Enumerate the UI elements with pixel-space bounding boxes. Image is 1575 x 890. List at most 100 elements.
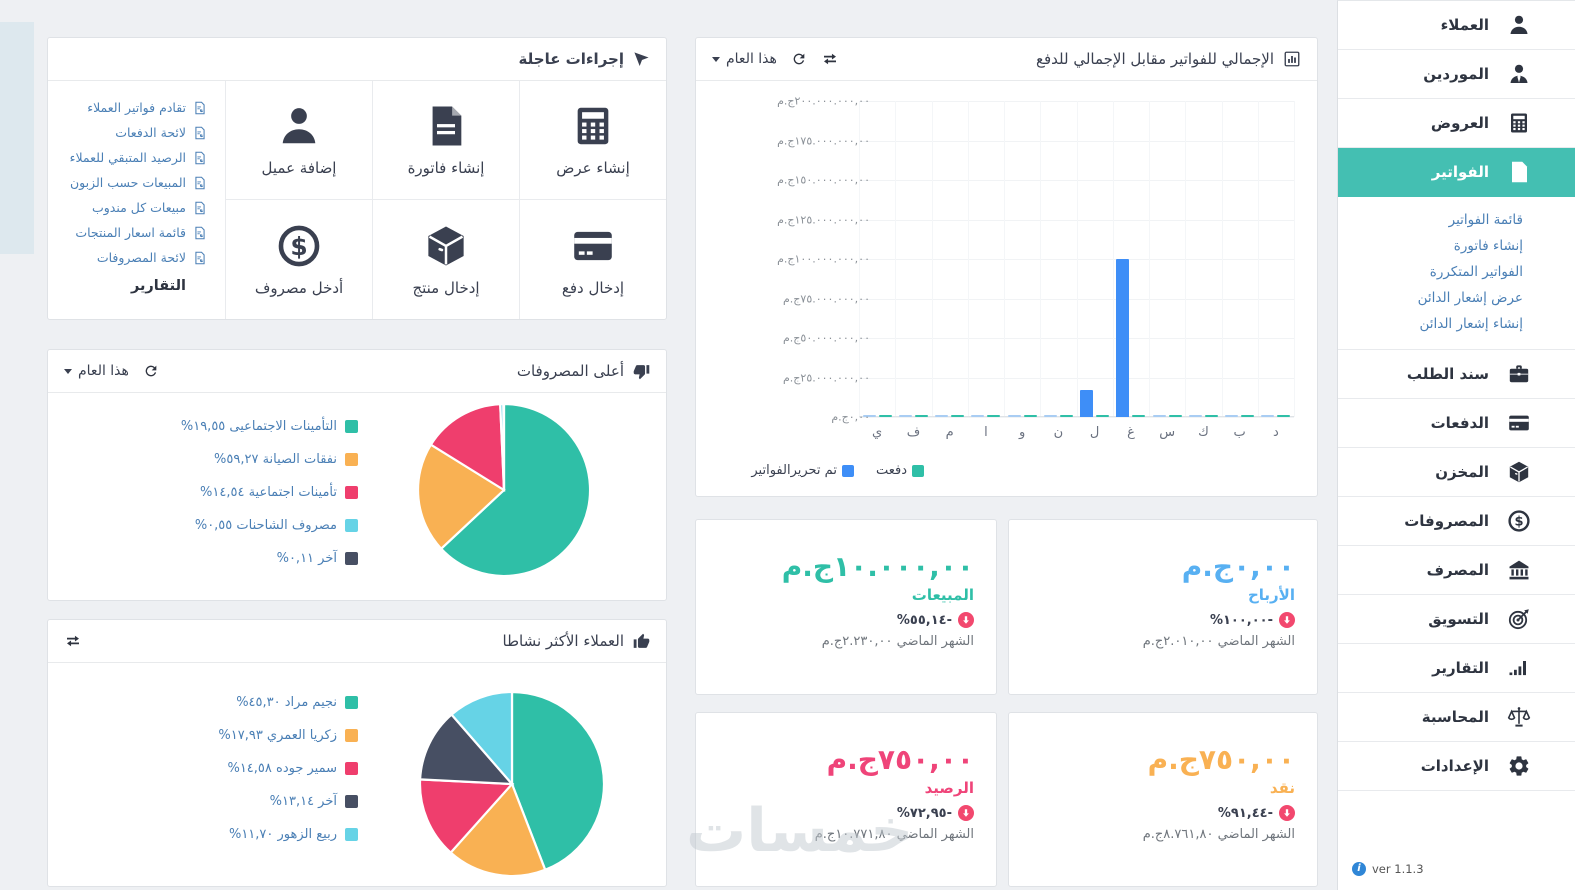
y-axis-label: ١٥٠.٠٠٠.٠٠٠,٠٠ج.م (777, 173, 870, 187)
target-icon (1507, 607, 1531, 631)
legend-label: تم تحريرالفواتير (751, 463, 837, 478)
svg-text:$: $ (290, 231, 307, 260)
cash-value: ٧٥٠,٠٠ج.م (1147, 743, 1295, 776)
bar-paid-zero (1168, 415, 1182, 417)
report-link[interactable]: لائحة الدفعات (56, 120, 207, 145)
sidebar-item-0[interactable]: العملاء (1338, 1, 1575, 50)
sidebar-item-label: الدفعات (1430, 414, 1489, 432)
expenses-header: أعلى المصروفات هذا العام (48, 350, 666, 393)
sidebar-item-label: المخزن (1435, 463, 1489, 481)
legend-swatch (345, 552, 358, 565)
sidebar-item-3[interactable]: الفواتير (1338, 148, 1575, 197)
customers-legend: نجيم مراد ٤٥,٣٠% زكريا العمري ١٧,٩٣% سمير … (66, 686, 358, 851)
refresh-icon[interactable] (143, 363, 159, 379)
bar-paid-zero (1023, 415, 1037, 417)
sidebar-item-5[interactable]: الدفعات (1338, 399, 1575, 448)
report-link[interactable]: قائمة اسعار المنتجات (56, 220, 207, 245)
customers-header: العملاء الأكثر نشاطا (48, 620, 666, 663)
sidebar-item-11[interactable]: المحاسبة (1338, 693, 1575, 742)
report-link[interactable]: الرصيد المتبقي للعملاء (56, 145, 207, 170)
sidebar-item-8[interactable]: المصرف (1338, 546, 1575, 595)
report-link[interactable]: لائحة المصروفات (56, 245, 207, 270)
person-tie-icon (1507, 62, 1531, 86)
invoice-chart-card: الإجمالي للفواتير مقابل الإجمالي للدفع ه… (695, 37, 1318, 497)
sidebar-item-label: العروض (1430, 114, 1489, 132)
sidebar-item-label: الفواتير (1431, 163, 1489, 181)
sales-stat-card: ١٠.٠٠٠,٠٠ج.م المبيعات -٥٥,١٤% الشهر الما… (695, 519, 997, 695)
submenu-link[interactable]: عرض إشعار الدائن (1417, 290, 1523, 306)
dollar-circle-icon: $ (1507, 509, 1531, 533)
quick-action-button[interactable]: $ أدخل مصروف (225, 200, 372, 319)
legend-swatch (345, 453, 358, 466)
sidebar-item-9[interactable]: التسويق (1338, 595, 1575, 644)
swap-icon[interactable] (821, 50, 839, 68)
pie-slice (450, 690, 514, 787)
quick-action-label: أدخل مصروف (254, 278, 344, 297)
invoice-chart-header: الإجمالي للفواتير مقابل الإجمالي للدفع ه… (696, 38, 1317, 81)
legend-item: مصروف الشاحنات ٠,٥٥% (66, 509, 358, 542)
swap-icon[interactable] (64, 632, 82, 650)
y-axis-label: ٧٥.٠٠٠.٠٠٠,٠٠ج.م (783, 292, 870, 305)
submenu-link[interactable]: إنشاء إشعار الدائن (1419, 316, 1523, 332)
quick-action-button[interactable]: إضافة عميل (225, 81, 372, 200)
bar-chart-plot (859, 101, 1295, 418)
legend-swatch (345, 486, 358, 499)
bar-issued-zero (1043, 415, 1057, 417)
legend-item: تأمينات اجتماعية ١٤,٥٤% (66, 476, 358, 509)
x-axis-label: ن (1053, 425, 1064, 440)
sales-label: المبيعات (911, 586, 974, 604)
cube-icon (1507, 460, 1531, 484)
sidebar-item-7[interactable]: $ المصروفات (1338, 497, 1575, 546)
invoice-icon (1507, 160, 1531, 184)
report-link[interactable]: المبيعات حسب الزبون (56, 170, 207, 195)
bar-issued (1080, 390, 1094, 417)
bar-issued-zero (1225, 415, 1239, 417)
submenu-link[interactable]: الفواتير المتكررة (1429, 264, 1523, 280)
period-dropdown[interactable]: هذا العام (64, 363, 129, 379)
refresh-icon[interactable] (791, 51, 807, 67)
quick-action-label: إدخال منتج (412, 278, 480, 297)
quick-action-button[interactable]: إنشاء فاتورة (372, 81, 519, 200)
legend-item: تم تحريرالفواتير (751, 463, 854, 478)
sidebar-item-label: التقارير (1432, 659, 1489, 677)
sidebar-item-6[interactable]: المخزن (1338, 448, 1575, 497)
sidebar-item-label: المصروفات (1404, 512, 1489, 530)
sidebar-item-2[interactable]: العروض (1338, 99, 1575, 148)
invoice-chart-title: الإجمالي للفواتير مقابل الإجمالي للدفع (1035, 50, 1274, 68)
info-icon[interactable]: i (1352, 862, 1366, 876)
sidebar-item-label: المصرف (1426, 561, 1489, 579)
x-axis-label: ب (1233, 425, 1246, 440)
bar-issued-zero (862, 415, 876, 417)
pie-slice (449, 781, 547, 878)
reports-footer-link[interactable]: التقارير (130, 278, 186, 294)
quick-action-button[interactable]: إدخال منتج (372, 200, 519, 319)
calculator-icon (570, 103, 616, 149)
sidebar-item-1[interactable]: الموردين (1338, 50, 1575, 99)
report-link-label: لائحة المصروفات (96, 250, 186, 265)
y-axis-label: ٥٠.٠٠٠.٠٠٠,٠٠ج.م (783, 331, 870, 345)
legend-swatch (345, 828, 358, 841)
y-axis-label: ١٧٥.٠٠٠.٠٠٠,٠٠ج.م (777, 134, 870, 147)
pie-slice (510, 690, 606, 872)
sidebar-item-12[interactable]: الإعدادات (1338, 742, 1575, 791)
x-axis-label: غ (1127, 425, 1135, 440)
submenu-link[interactable]: قائمة الفواتير (1448, 212, 1523, 228)
report-link[interactable]: تقادم فواتير العملاء (56, 95, 207, 120)
sidebar-item-10[interactable]: التقارير (1338, 644, 1575, 693)
y-axis-label: ٠,٠٠ج.م (831, 410, 870, 424)
sidebar: العملاء الموردين العروض الفواتير قائمة الفوا… (1337, 0, 1575, 890)
submenu-link[interactable]: إنشاء فاتورة (1453, 238, 1523, 254)
sidebar-item-4[interactable]: سند الطلب (1338, 350, 1575, 399)
quick-action-button[interactable]: إنشاء عرض (519, 81, 666, 200)
legend-label: نفقات الصيانة ٥٩,٢٧% (214, 452, 337, 467)
bank-icon (1507, 558, 1531, 582)
period-dropdown[interactable]: هذا العام (712, 51, 777, 67)
x-axis-label: ف (906, 425, 921, 440)
credit-card-icon (570, 223, 616, 269)
legend-item: ربيع الزهور ١١,٧٠% (66, 818, 358, 851)
quick-action-button[interactable]: إدخال دفع (519, 200, 666, 319)
bar-issued (1116, 259, 1130, 417)
legend-item: آخر ١٣,١٤% (66, 785, 358, 818)
caret-down-icon (712, 56, 720, 62)
report-link[interactable]: مبيعات كل مندوب (56, 195, 207, 220)
